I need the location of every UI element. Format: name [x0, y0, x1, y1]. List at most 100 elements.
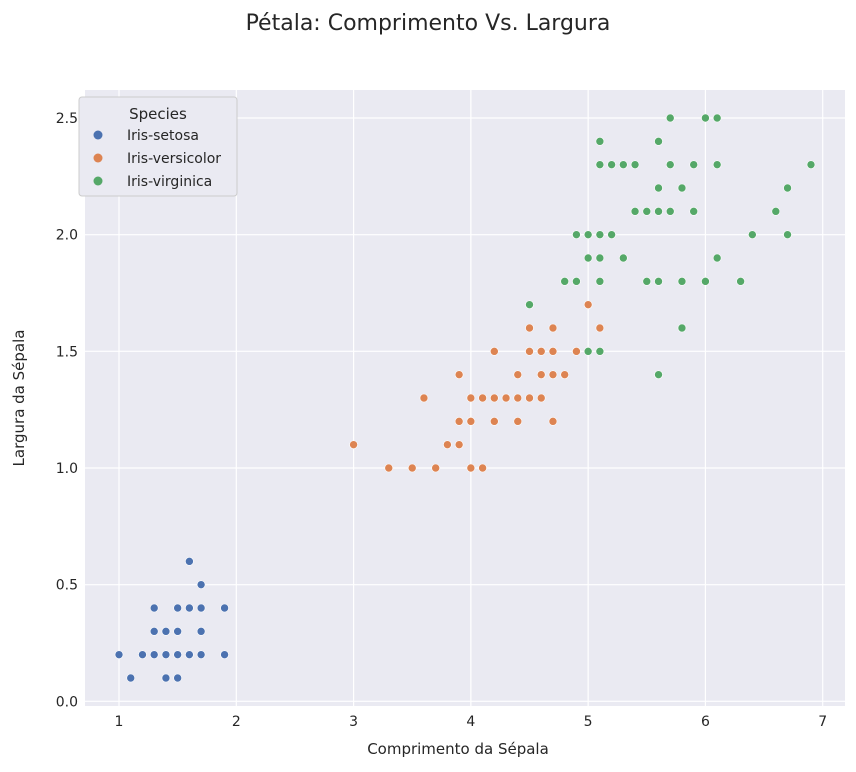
data-point-iris-versicolor — [548, 347, 558, 356]
data-point-iris-versicolor — [466, 393, 476, 403]
data-point-iris-versicolor — [490, 347, 499, 356]
data-point-iris-virginica — [701, 113, 710, 123]
data-point-iris-versicolor — [407, 463, 417, 473]
data-point-iris-setosa — [173, 673, 182, 683]
data-point-iris-setosa — [173, 650, 182, 659]
data-point-iris-virginica — [736, 277, 745, 286]
data-point-iris-virginica — [654, 137, 663, 146]
data-point-iris-versicolor — [349, 440, 358, 449]
data-point-iris-setosa — [185, 650, 194, 659]
data-point-iris-virginica — [689, 207, 699, 216]
data-point-iris-virginica — [712, 113, 722, 123]
x-tick-label: 4 — [466, 714, 475, 730]
data-point-iris-virginica — [748, 230, 757, 239]
legend-title: Species — [129, 105, 187, 123]
data-point-iris-setosa — [149, 627, 159, 636]
data-point-iris-virginica — [642, 277, 652, 286]
data-point-iris-virginica — [583, 347, 593, 356]
data-point-iris-versicolor — [583, 300, 593, 309]
data-point-iris-versicolor — [454, 370, 464, 379]
data-point-iris-virginica — [642, 207, 652, 216]
data-point-iris-setosa — [161, 627, 171, 636]
data-point-iris-virginica — [677, 183, 687, 193]
data-point-iris-versicolor — [431, 463, 440, 473]
y-axis-label: Largura da Sépala — [10, 330, 28, 467]
data-point-iris-versicolor — [490, 417, 499, 426]
data-point-iris-virginica — [607, 230, 616, 239]
legend-box — [78, 96, 238, 197]
data-point-iris-setosa — [196, 603, 206, 613]
x-axis-label: Comprimento da Sépala — [367, 740, 549, 758]
data-point-iris-virginica — [701, 277, 710, 286]
data-point-iris-virginica — [595, 137, 605, 146]
data-point-iris-virginica — [607, 160, 616, 169]
x-tick-label: 2 — [232, 714, 241, 730]
data-point-iris-setosa — [196, 627, 206, 636]
data-point-iris-versicolor — [466, 463, 476, 473]
data-point-iris-virginica — [630, 207, 640, 216]
data-point-iris-versicolor — [490, 393, 499, 403]
data-point-iris-versicolor — [501, 393, 511, 403]
data-point-iris-versicolor — [478, 463, 487, 473]
data-point-iris-versicolor — [525, 323, 534, 333]
data-point-iris-versicolor — [548, 323, 558, 333]
data-point-iris-setosa — [149, 603, 159, 613]
data-point-iris-versicolor — [536, 370, 546, 379]
data-point-iris-setosa — [173, 627, 182, 636]
x-tick-label: 5 — [584, 714, 593, 730]
data-point-iris-virginica — [665, 113, 675, 123]
legend-label: Iris-versicolor — [127, 151, 221, 167]
data-point-iris-setosa — [114, 650, 124, 659]
y-tick-label: 2.5 — [56, 111, 78, 127]
data-point-iris-virginica — [771, 207, 781, 216]
legend: Species Iris-setosa Iris-versicolor Iris-v… — [78, 96, 238, 197]
data-point-iris-setosa — [161, 673, 171, 683]
data-point-iris-versicolor — [478, 393, 487, 403]
x-tick-label: 6 — [701, 714, 710, 730]
y-tick-label: 2.0 — [56, 228, 78, 244]
data-point-iris-versicolor — [525, 393, 534, 403]
data-point-iris-versicolor — [595, 323, 605, 333]
data-point-iris-virginica — [572, 230, 581, 239]
chart-title: Pétala: Comprimento Vs. Largura — [246, 11, 611, 36]
data-point-iris-virginica — [677, 323, 687, 333]
legend-label: Iris-setosa — [127, 128, 199, 144]
data-point-iris-virginica — [689, 160, 699, 169]
legend-label: Iris-virginica — [127, 174, 212, 190]
data-point-iris-virginica — [560, 277, 569, 286]
data-point-iris-virginica — [583, 253, 593, 263]
data-point-iris-setosa — [173, 603, 182, 613]
data-point-iris-virginica — [783, 230, 792, 239]
data-point-iris-setosa — [196, 580, 206, 589]
data-point-iris-virginica — [595, 277, 605, 286]
data-point-iris-versicolor — [548, 417, 558, 426]
data-point-iris-versicolor — [454, 417, 464, 426]
data-point-iris-virginica — [595, 160, 605, 169]
data-point-iris-virginica — [595, 253, 605, 263]
data-point-iris-virginica — [654, 183, 663, 193]
data-point-iris-setosa — [185, 603, 194, 613]
data-point-iris-virginica — [654, 370, 663, 379]
data-point-iris-versicolor — [454, 440, 464, 449]
data-point-iris-versicolor — [513, 370, 523, 379]
x-tick-label: 7 — [818, 714, 827, 730]
data-point-iris-virginica — [654, 277, 663, 286]
data-point-iris-virginica — [806, 160, 816, 169]
data-point-iris-setosa — [220, 603, 229, 613]
x-tick-label: 3 — [349, 714, 358, 730]
data-point-iris-setosa — [161, 650, 171, 659]
data-point-iris-versicolor — [572, 347, 581, 356]
data-point-iris-versicolor — [513, 393, 523, 403]
data-point-iris-versicolor — [525, 347, 534, 356]
data-point-iris-virginica — [654, 207, 663, 216]
data-point-iris-virginica — [783, 183, 792, 193]
data-point-iris-virginica — [572, 277, 581, 286]
data-point-iris-setosa — [138, 650, 147, 659]
data-point-iris-virginica — [583, 230, 593, 239]
data-point-iris-virginica — [665, 160, 675, 169]
y-tick-label: 0.5 — [56, 578, 78, 594]
data-point-iris-virginica — [677, 277, 687, 286]
data-point-iris-virginica — [595, 347, 605, 356]
